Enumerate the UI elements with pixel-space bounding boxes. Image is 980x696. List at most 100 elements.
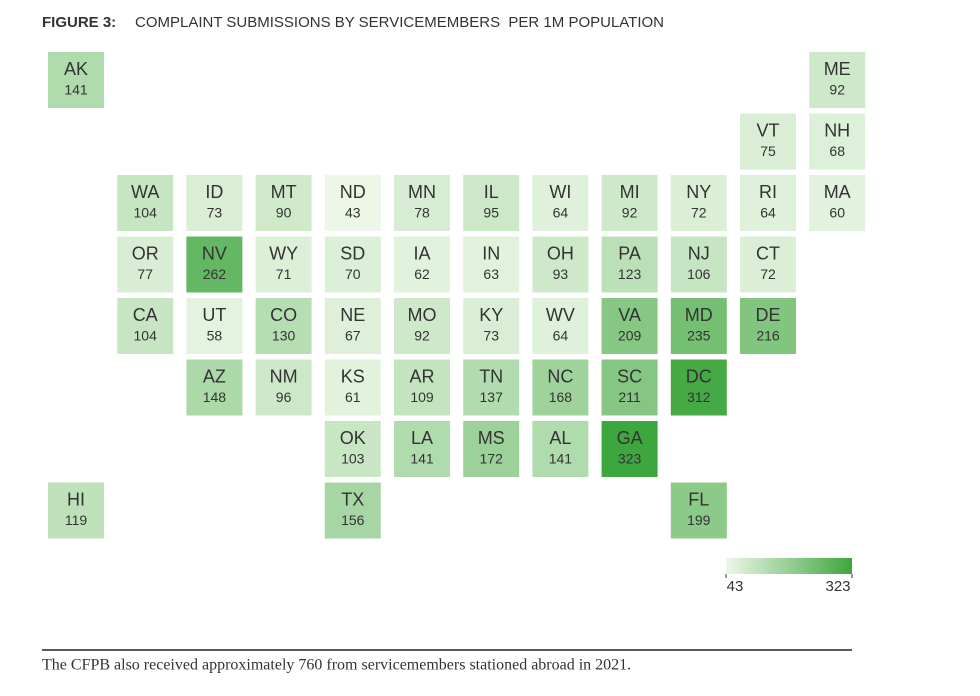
tile (324, 175, 381, 231)
tile (324, 236, 381, 293)
state-label: CT (756, 243, 780, 263)
value-label: 119 (65, 512, 88, 528)
state-label: AZ (203, 366, 226, 386)
tile (394, 298, 450, 354)
tile (601, 175, 658, 231)
state-label: MO (408, 305, 437, 325)
state-label: FL (688, 489, 709, 509)
value-label: 141 (549, 451, 573, 467)
value-label: 61 (345, 389, 361, 405)
tile (48, 52, 104, 108)
value-label: 43 (345, 205, 361, 221)
state-label: VA (618, 305, 641, 325)
state-label: NC (547, 366, 573, 386)
tile (740, 236, 796, 293)
value-label: 130 (272, 328, 296, 344)
tile (255, 359, 312, 416)
value-label: 235 (687, 328, 711, 344)
value-label: 312 (687, 389, 711, 405)
state-label: VT (756, 120, 779, 140)
tile (463, 421, 520, 477)
tile (463, 175, 520, 231)
value-label: 104 (134, 205, 158, 221)
state-label: MN (408, 182, 436, 202)
value-label: 123 (618, 266, 642, 282)
value-label: 73 (483, 328, 499, 344)
state-label: MA (824, 182, 851, 202)
state-label: ID (205, 182, 223, 202)
state-label: WY (269, 243, 298, 263)
value-label: 90 (276, 205, 292, 221)
state-label: IN (482, 243, 500, 263)
state-label: MI (620, 182, 640, 202)
tile (463, 236, 520, 293)
value-label: 73 (207, 205, 223, 221)
state-label: MD (685, 305, 713, 325)
tile (117, 298, 174, 354)
value-label: 92 (622, 205, 638, 221)
state-label: NM (270, 366, 298, 386)
tile (670, 175, 727, 231)
state-label: OR (132, 243, 159, 263)
value-label: 137 (480, 389, 504, 405)
tile (463, 359, 520, 416)
tile (740, 113, 796, 170)
tile (186, 175, 243, 231)
tile (186, 298, 243, 354)
value-label: 68 (829, 143, 845, 159)
value-label: 93 (553, 266, 569, 282)
tile (186, 236, 243, 293)
tile (601, 236, 658, 293)
state-label: NJ (688, 243, 710, 263)
state-label: AK (64, 59, 88, 79)
state-label: WI (549, 182, 571, 202)
state-label: ND (340, 182, 366, 202)
value-label: 62 (414, 266, 430, 282)
value-label: 104 (134, 328, 158, 344)
colorbar-label: 43 (727, 578, 744, 595)
value-label: 64 (553, 205, 569, 221)
state-label: KS (341, 366, 365, 386)
tile (670, 482, 727, 539)
value-label: 77 (137, 266, 153, 282)
tile (532, 421, 589, 477)
tile (255, 175, 312, 231)
colorbar (726, 558, 852, 574)
value-label: 106 (687, 266, 711, 282)
value-label: 216 (756, 328, 780, 344)
tile (255, 236, 312, 293)
state-label: NY (686, 182, 711, 202)
state-label: MS (478, 428, 505, 448)
tile (670, 236, 727, 293)
state-label: WV (546, 305, 575, 325)
tile (324, 482, 381, 539)
state-label: LA (411, 428, 433, 448)
value-label: 92 (414, 328, 430, 344)
tile (324, 421, 381, 477)
tile (117, 236, 174, 293)
state-label: NE (340, 305, 365, 325)
tile (809, 52, 866, 108)
state-label: GA (617, 428, 643, 448)
tile (601, 298, 658, 354)
value-label: 75 (760, 143, 776, 159)
state-label: RI (759, 182, 777, 202)
state-label: TX (341, 489, 364, 509)
value-label: 109 (410, 389, 434, 405)
value-label: 95 (483, 205, 499, 221)
state-label: SD (340, 243, 365, 263)
value-label: 199 (687, 512, 711, 528)
value-label: 63 (483, 266, 499, 282)
tile (532, 298, 589, 354)
tile (601, 359, 658, 416)
value-label: 141 (64, 82, 88, 98)
tile (255, 298, 312, 354)
value-label: 92 (829, 82, 845, 98)
value-label: 60 (829, 205, 845, 221)
value-label: 141 (410, 451, 434, 467)
tile (394, 359, 450, 416)
state-label: PA (618, 243, 641, 263)
tile (186, 359, 243, 416)
